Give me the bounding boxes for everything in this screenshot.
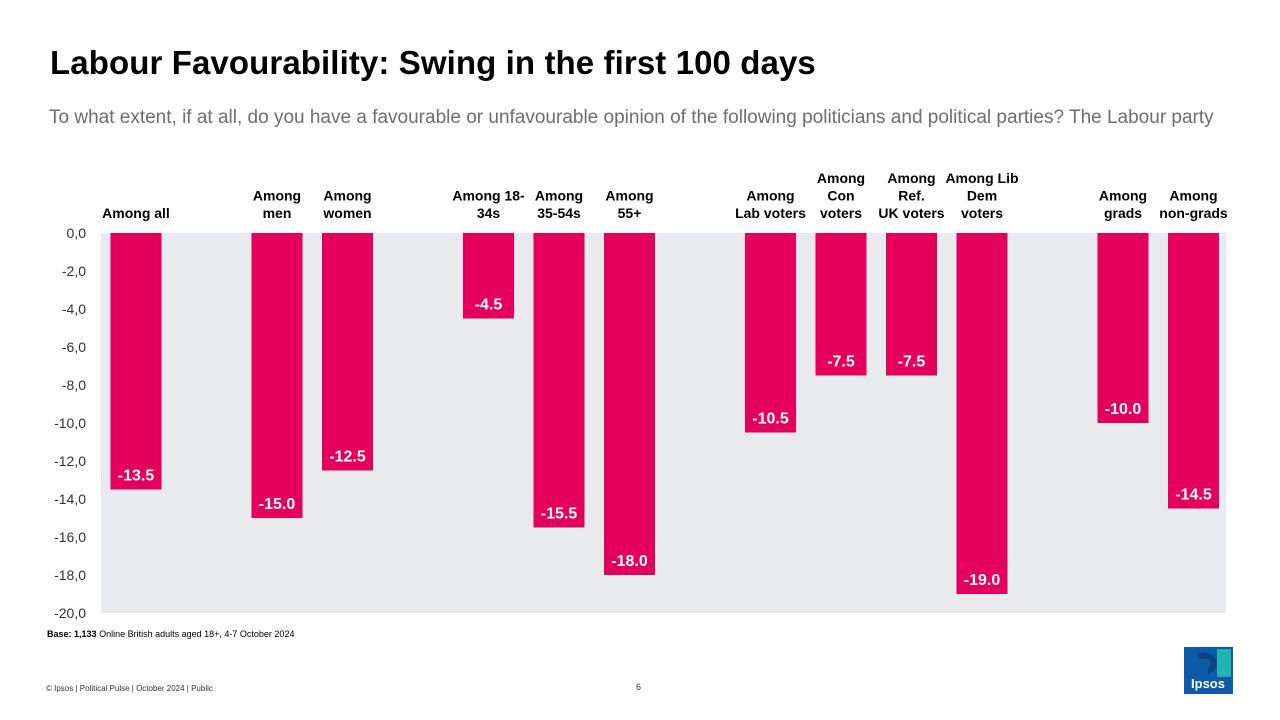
category-label: Among Lib bbox=[945, 170, 1018, 186]
base-text: Online British adults aged 18+, 4-7 Octo… bbox=[99, 629, 295, 639]
base-label: Base: bbox=[47, 629, 72, 639]
category-label: men bbox=[263, 205, 292, 221]
y-tick-label: 0,0 bbox=[67, 225, 87, 241]
category-label: Among bbox=[535, 188, 583, 204]
category-label: Among bbox=[253, 188, 301, 204]
page-number: 6 bbox=[636, 682, 642, 692]
ipsos-logo: Ipsos bbox=[1184, 647, 1233, 694]
data-label: -7.5 bbox=[827, 354, 855, 371]
category-label: voters bbox=[820, 205, 862, 221]
y-tick-label: -12,0 bbox=[54, 453, 86, 469]
category-label: 34s bbox=[477, 205, 501, 221]
bar bbox=[533, 233, 585, 528]
bar bbox=[886, 233, 937, 376]
bar bbox=[463, 233, 514, 319]
data-label: -10.0 bbox=[1105, 401, 1142, 418]
y-tick-label: -18,0 bbox=[54, 567, 86, 583]
category-label: Con bbox=[827, 188, 854, 204]
category-label: Ref. bbox=[898, 188, 924, 204]
category-label: 35-54s bbox=[537, 205, 581, 221]
data-label: -14.5 bbox=[1175, 487, 1212, 504]
category-label: women bbox=[322, 205, 371, 221]
bar bbox=[815, 233, 867, 376]
data-label: -4.5 bbox=[475, 297, 503, 314]
base-count: 1,133 bbox=[74, 629, 97, 639]
bar bbox=[1097, 233, 1149, 423]
y-tick-label: -20,0 bbox=[54, 605, 86, 621]
bar bbox=[956, 233, 1008, 594]
bar bbox=[745, 233, 796, 433]
data-label: -12.5 bbox=[329, 449, 366, 466]
y-tick-label: -16,0 bbox=[54, 529, 86, 545]
data-label: -7.5 bbox=[898, 354, 926, 371]
data-label: -10.5 bbox=[752, 411, 789, 428]
bar bbox=[322, 233, 373, 471]
bar bbox=[1168, 233, 1219, 509]
bar-chart: 0,0 -2,0 -4,0 -6,0 -8,0 -10,0 -12,0 -14,0 -16,0 -… bbox=[54, 170, 1228, 621]
category-label: Among bbox=[746, 188, 794, 204]
category-label: voters bbox=[961, 205, 1003, 221]
chart-question: To what extent, if at all, do you have a… bbox=[49, 107, 1214, 128]
y-tick-label: -6,0 bbox=[62, 339, 86, 355]
category-label: Among bbox=[1099, 188, 1147, 204]
footer-copyright: © Ipsos | Political Pulse | October 2024… bbox=[46, 684, 213, 693]
bar bbox=[251, 233, 303, 518]
category-label: Among all bbox=[102, 205, 170, 221]
data-label: -13.5 bbox=[118, 468, 155, 485]
category-label: Among bbox=[887, 170, 935, 186]
bar bbox=[604, 233, 655, 575]
category-label: Lab voters bbox=[735, 205, 806, 221]
bar bbox=[110, 233, 162, 490]
category-label: grads bbox=[1104, 205, 1142, 221]
logo-text: Ipsos bbox=[1191, 676, 1225, 691]
data-label: -19.0 bbox=[964, 572, 1001, 589]
y-tick-label: -10,0 bbox=[54, 415, 86, 431]
data-label: -18.0 bbox=[611, 553, 648, 570]
category-label: Among bbox=[323, 188, 371, 204]
category-label: 55+ bbox=[618, 205, 642, 221]
category-label: UK voters bbox=[878, 205, 944, 221]
base-note: Base: 1,133 Online British adults aged 1… bbox=[47, 629, 294, 639]
category-label: Among bbox=[1169, 188, 1217, 204]
category-label: Among bbox=[817, 170, 865, 186]
category-label: Among bbox=[605, 188, 653, 204]
y-tick-label: -2,0 bbox=[62, 263, 86, 279]
y-tick-label: -8,0 bbox=[62, 377, 86, 393]
category-label: Dem bbox=[967, 188, 997, 204]
y-tick-label: -14,0 bbox=[54, 491, 86, 507]
data-label: -15.5 bbox=[541, 506, 578, 523]
page-title: Labour Favourability: Swing in the first… bbox=[50, 44, 816, 81]
data-label: -15.0 bbox=[259, 496, 296, 513]
category-label: non-grads bbox=[1159, 205, 1228, 221]
category-label: Among 18- bbox=[452, 188, 525, 204]
y-tick-label: -4,0 bbox=[62, 301, 86, 317]
